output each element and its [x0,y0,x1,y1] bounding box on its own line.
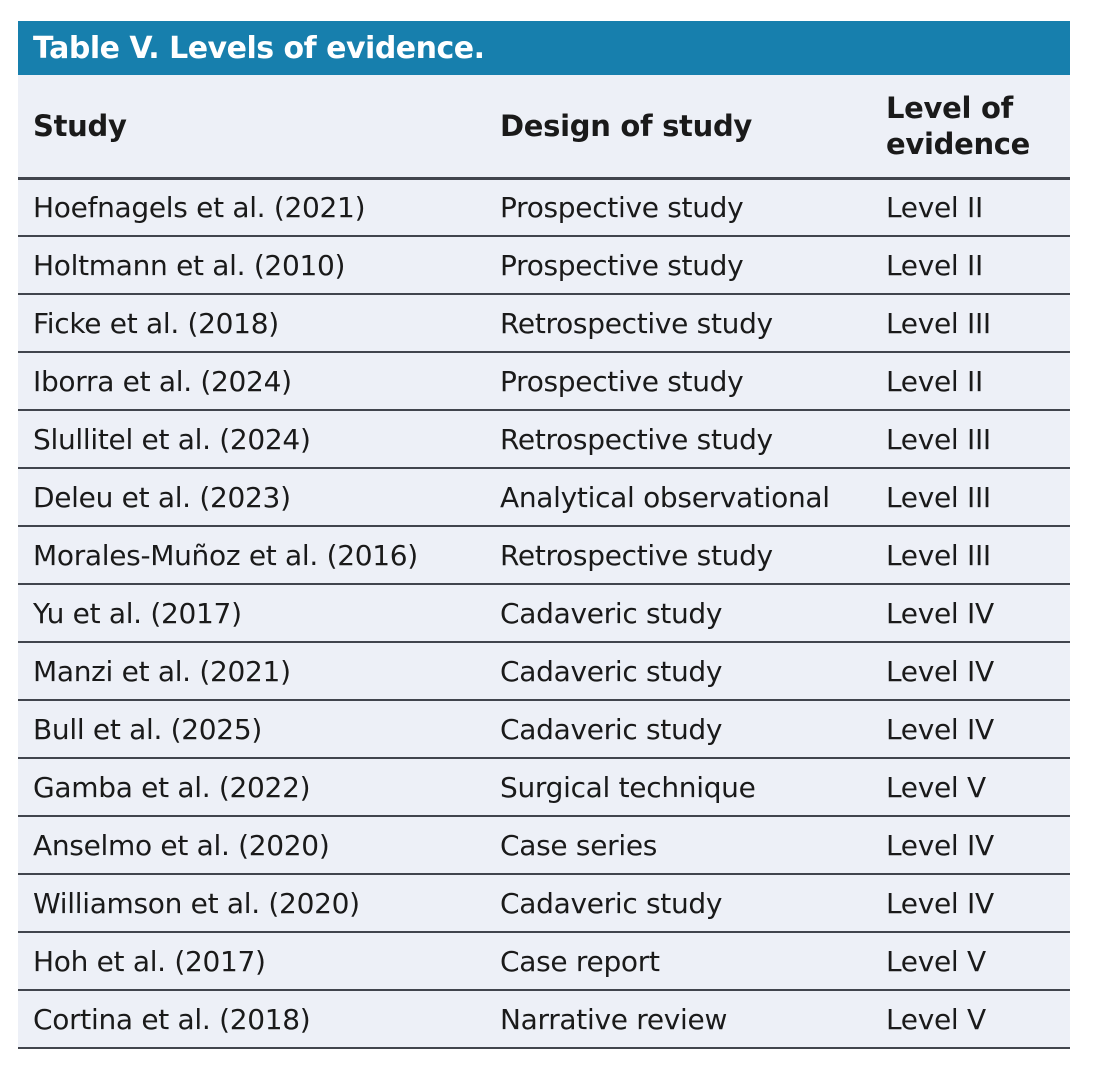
table-row: Anselmo et al. (2020) Case series Level IV [18,816,1070,875]
table-row: Iborra et al. (2024) Prospective study Lev… [18,352,1070,411]
design-cell: Cadaveric study [480,642,870,701]
table-row: Holtmann et al. (2010) Prospective study L… [18,236,1070,295]
study-cell: Williamson et al. (2020) [18,874,480,933]
header-row: Study Design of study Level of evidence [18,75,1070,180]
study-cell: Hoh et al. (2017) [18,932,480,991]
table-row: Hoefnagels et al. (2021) Prospective stud… [18,178,1070,237]
table-row: Deleu et al. (2023) Analytical observatio… [18,468,1070,527]
study-cell: Bull et al. (2025) [18,700,480,759]
table-body: Hoefnagels et al. (2021) Prospective stud… [18,178,1070,1049]
study-cell: Slullitel et al. (2024) [18,410,480,469]
level-cell: Level IV [870,816,1070,875]
design-cell: Prospective study [480,178,870,237]
level-cell: Level III [870,294,1070,353]
table-row: Gamba et al. (2022) Surgical technique Lev… [18,758,1070,817]
level-cell: Level IV [870,700,1070,759]
level-cell: Level V [870,932,1070,991]
column-header-design-of-study: Design of study [480,75,870,180]
table-row: Ficke et al. (2018) Retrospective study Le… [18,294,1070,353]
levels-of-evidence-table: Table V. Levels of evidence. Study Desig… [18,21,1070,1049]
study-cell: Hoefnagels et al. (2021) [18,178,480,237]
level-cell: Level II [870,178,1070,237]
evidence-table: Study Design of study Level of evidence … [18,75,1070,1049]
level-cell: Level II [870,236,1070,295]
table-title: Table V. Levels of evidence. [33,30,485,66]
design-cell: Cadaveric study [480,874,870,933]
level-cell: Level V [870,758,1070,817]
study-cell: Yu et al. (2017) [18,584,480,643]
study-cell: Ficke et al. (2018) [18,294,480,353]
table-row: Slullitel et al. (2024) Retrospective stu… [18,410,1070,469]
table-row: Morales-Muñoz et al. (2016) Retrospective… [18,526,1070,585]
table-row: Williamson et al. (2020) Cadaveric study L… [18,874,1070,933]
level-cell: Level IV [870,642,1070,701]
level-cell: Level IV [870,584,1070,643]
design-cell: Cadaveric study [480,584,870,643]
table-row: Bull et al. (2025) Cadaveric study Level I… [18,700,1070,759]
study-cell: Manzi et al. (2021) [18,642,480,701]
level-cell: Level III [870,526,1070,585]
design-cell: Surgical technique [480,758,870,817]
study-cell: Gamba et al. (2022) [18,758,480,817]
table-row: Manzi et al. (2021) Cadaveric study Level … [18,642,1070,701]
column-header-level-of-evidence: Level of evidence [870,75,1070,180]
study-cell: Cortina et al. (2018) [18,990,480,1049]
column-header-study: Study [18,75,480,180]
level-cell: Level III [870,410,1070,469]
study-cell: Iborra et al. (2024) [18,352,480,411]
design-cell: Cadaveric study [480,700,870,759]
design-cell: Case series [480,816,870,875]
study-cell: Morales-Muñoz et al. (2016) [18,526,480,585]
design-cell: Case report [480,932,870,991]
study-cell: Holtmann et al. (2010) [18,236,480,295]
table-row: Yu et al. (2017) Cadaveric study Level IV [18,584,1070,643]
table-row: Hoh et al. (2017) Case report Level V [18,932,1070,991]
level-cell: Level II [870,352,1070,411]
design-cell: Retrospective study [480,526,870,585]
design-cell: Narrative review [480,990,870,1049]
study-cell: Deleu et al. (2023) [18,468,480,527]
table-row: Cortina et al. (2018) Narrative review Lev… [18,990,1070,1049]
level-cell: Level IV [870,874,1070,933]
design-cell: Retrospective study [480,410,870,469]
study-cell: Anselmo et al. (2020) [18,816,480,875]
design-cell: Retrospective study [480,294,870,353]
level-cell: Level V [870,990,1070,1049]
design-cell: Prospective study [480,236,870,295]
level-cell: Level III [870,468,1070,527]
design-cell: Analytical observational [480,468,870,527]
design-cell: Prospective study [480,352,870,411]
table-title-bar: Table V. Levels of evidence. [18,21,1070,75]
